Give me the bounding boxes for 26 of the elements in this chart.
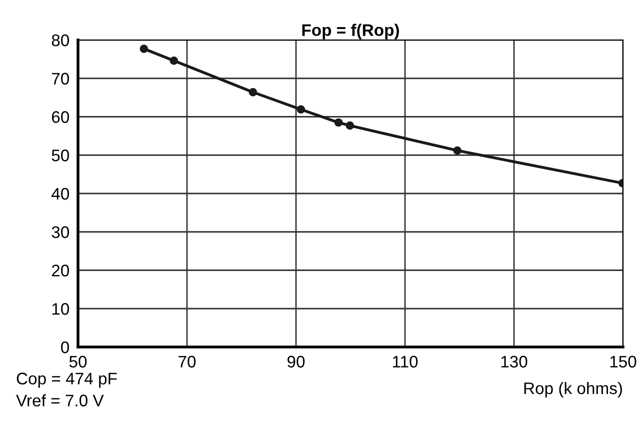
y-tick-label: 20	[52, 264, 70, 276]
x-tick-label: 150	[610, 356, 636, 368]
x-tick-label: 50	[69, 356, 87, 368]
point	[140, 44, 148, 53]
point	[296, 105, 306, 114]
point	[346, 121, 354, 130]
y-tick-label: 70	[52, 72, 70, 85]
x-tick-label: 90	[288, 356, 305, 368]
text: Cop = 474 pF	[16, 372, 117, 388]
x-tick-label: 110	[392, 356, 418, 368]
y-tick-label: 60	[52, 111, 70, 123]
y-tick-label: 40	[52, 188, 70, 200]
chart-title: Fop = f(Rop)	[302, 24, 399, 40]
y-tick-label: 50	[52, 150, 70, 162]
point	[170, 56, 178, 65]
x-tick-label: 70	[178, 356, 196, 368]
y-tick-label: 0	[61, 341, 70, 354]
y-tick-label: 80	[52, 34, 70, 46]
y-tick-label: 30	[52, 226, 70, 238]
point	[334, 118, 343, 127]
x-tick-label: 130	[501, 356, 528, 368]
point	[453, 146, 462, 155]
x-axis-title: Rop (k ohms)	[524, 382, 622, 398]
y-tick-label: 10	[52, 303, 70, 315]
point	[248, 88, 258, 96]
text: Vref = 7.0 V	[16, 394, 104, 406]
